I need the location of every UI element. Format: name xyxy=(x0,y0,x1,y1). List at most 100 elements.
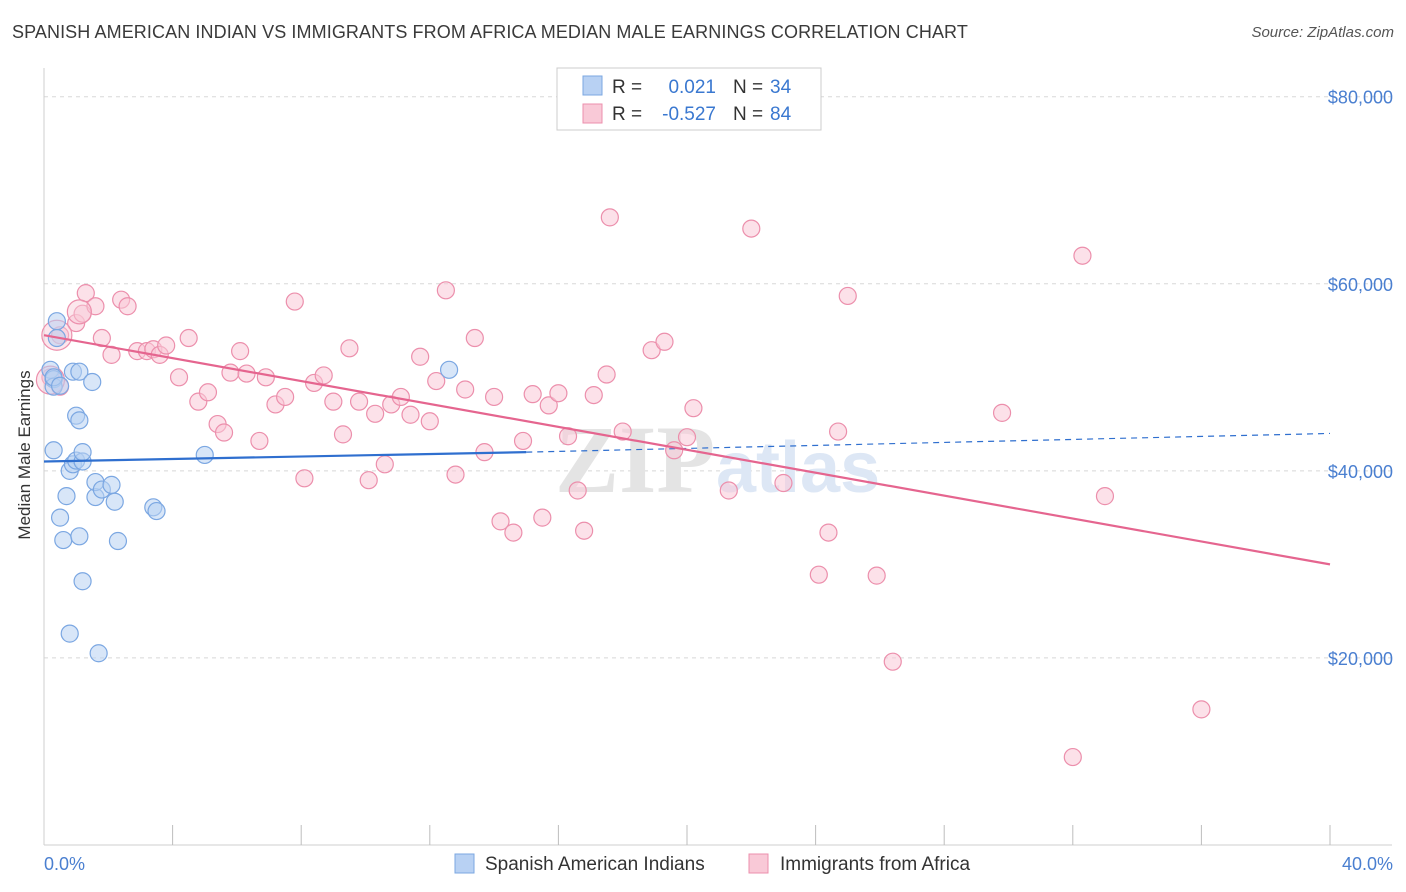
bottom-legend: Spanish American Indians Immigrants from… xyxy=(454,853,970,875)
y-tick-label-1: $40,000 xyxy=(1328,462,1393,482)
africa-point-39 xyxy=(375,455,394,474)
x-tick-label-max: 40.0% xyxy=(1342,854,1393,874)
africa-point-34 xyxy=(333,425,353,444)
africa-cluster-2 xyxy=(66,299,92,325)
stats-legend: R = 0.021 N = 34 R = -0.527 N = 84 xyxy=(556,67,822,131)
africa-point-53 xyxy=(504,523,523,542)
africa-point-74 xyxy=(809,565,828,584)
spanish-american-indian-point-26 xyxy=(89,644,108,663)
africa-point-81 xyxy=(1063,747,1082,767)
stats-n-value-pink: 84 xyxy=(770,104,792,125)
watermark: ZIP atlas xyxy=(555,406,880,513)
spanish-american-indian-point-2 xyxy=(44,441,63,460)
trend-line-spanish-american-indians-extension xyxy=(526,432,1331,453)
grid-lines xyxy=(44,96,1392,659)
africa-point-17 xyxy=(179,328,198,348)
africa-point-73 xyxy=(774,473,793,493)
africa-point-35 xyxy=(340,339,359,358)
africa-point-33 xyxy=(324,392,343,411)
spanish-american-indian-point-12 xyxy=(60,624,79,643)
bottom-legend-swatch-pink xyxy=(748,853,769,874)
stats-n-value-blue: 34 xyxy=(770,77,792,98)
africa-point-75 xyxy=(819,523,838,542)
y-tick-label-0: $20,000 xyxy=(1328,649,1393,669)
africa-point-77 xyxy=(838,286,857,306)
africa-point-62 xyxy=(584,385,603,405)
africa-point-25 xyxy=(250,431,269,451)
africa-point-26 xyxy=(256,368,275,387)
africa-point-84 xyxy=(1192,700,1211,719)
spanish-american-indian-point-30 xyxy=(108,531,128,551)
africa-point-70 xyxy=(684,399,703,418)
africa-point-32 xyxy=(314,366,333,385)
series-spanish-american-indians-points xyxy=(41,312,459,663)
africa-point-29 xyxy=(285,292,304,311)
africa-point-79 xyxy=(883,652,902,671)
africa-point-47 xyxy=(446,465,465,484)
spanish-american-indian-point-17 xyxy=(70,411,89,430)
africa-point-63 xyxy=(597,365,616,384)
africa-point-44 xyxy=(420,412,439,431)
x-tick-label-min: 0.0% xyxy=(44,854,85,874)
africa-point-55 xyxy=(523,385,542,404)
stats-legend-swatch-pink xyxy=(582,103,603,124)
africa-point-69 xyxy=(677,428,697,447)
africa-point-19 xyxy=(198,383,218,402)
spanish-american-indian-point-21 xyxy=(73,572,92,591)
africa-point-36 xyxy=(349,392,369,411)
spanish-american-indian-point-7 xyxy=(50,376,70,395)
africa-point-64 xyxy=(600,208,619,227)
africa-point-65 xyxy=(613,422,632,441)
trend-lines xyxy=(43,334,1331,566)
africa-point-46 xyxy=(436,281,455,300)
trend-line-spanish-american-indians xyxy=(43,451,527,463)
africa-point-76 xyxy=(829,422,848,441)
stats-n-label-blue: N = xyxy=(733,77,763,98)
watermark-atlas: atlas xyxy=(716,428,880,508)
y-axis-title: Median Male Earnings xyxy=(15,370,34,539)
africa-point-57 xyxy=(539,396,558,415)
stats-legend-swatch-blue xyxy=(582,75,603,96)
africa-point-83 xyxy=(1095,487,1115,506)
africa-point-16 xyxy=(169,368,189,387)
africa-point-49 xyxy=(465,328,484,348)
africa-point-66 xyxy=(642,341,661,360)
spanish-american-indian-point-19 xyxy=(70,362,89,381)
spanish-american-indian-point-29 xyxy=(105,492,124,511)
y-tick-label-3: $80,000 xyxy=(1328,88,1393,108)
spanish-american-indian-point-10 xyxy=(57,487,76,506)
africa-point-80 xyxy=(992,403,1012,422)
spanish-american-indian-point-28 xyxy=(102,475,121,494)
africa-point-61 xyxy=(575,521,594,540)
axes xyxy=(43,68,1392,846)
bottom-legend-label-pink: Immigrants from Africa xyxy=(780,854,970,875)
africa-point-71 xyxy=(719,481,738,500)
africa-point-56 xyxy=(533,508,552,527)
chart-title: SPANISH AMERICAN INDIAN VS IMMIGRANTS FR… xyxy=(12,22,968,42)
africa-point-43 xyxy=(411,347,430,366)
spanish-american-indian-point-9 xyxy=(54,530,73,550)
stats-r-value-pink: -0.527 xyxy=(662,104,716,125)
africa-point-24 xyxy=(237,364,256,383)
spanish-american-indian-point-23 xyxy=(83,372,102,392)
africa-point-52 xyxy=(491,512,510,531)
africa-point-48 xyxy=(456,380,475,399)
africa-point-15 xyxy=(157,336,176,355)
africa-point-72 xyxy=(742,219,761,238)
stats-r-label-pink: R = xyxy=(612,104,642,125)
africa-point-10 xyxy=(118,297,137,316)
stats-r-label-blue: R = xyxy=(612,77,642,98)
africa-point-78 xyxy=(867,566,886,585)
stats-n-label-pink: N = xyxy=(733,104,763,125)
y-axis-tick-labels: $20,000 $40,000 $60,000 $80,000 xyxy=(1328,88,1393,669)
africa-point-45 xyxy=(427,371,446,391)
x-axis-ticks xyxy=(172,825,1331,845)
spanish-american-indian-point-5 xyxy=(47,312,66,331)
stats-r-value-blue: 0.021 xyxy=(668,77,716,98)
trend-line-immigrants-from-africa xyxy=(43,334,1331,566)
spanish-american-indian-point-33 xyxy=(195,445,214,465)
spanish-american-indian-point-18 xyxy=(70,527,89,546)
y-tick-label-2: $60,000 xyxy=(1328,275,1393,295)
africa-point-30 xyxy=(295,469,314,488)
africa-point-38 xyxy=(366,404,385,423)
